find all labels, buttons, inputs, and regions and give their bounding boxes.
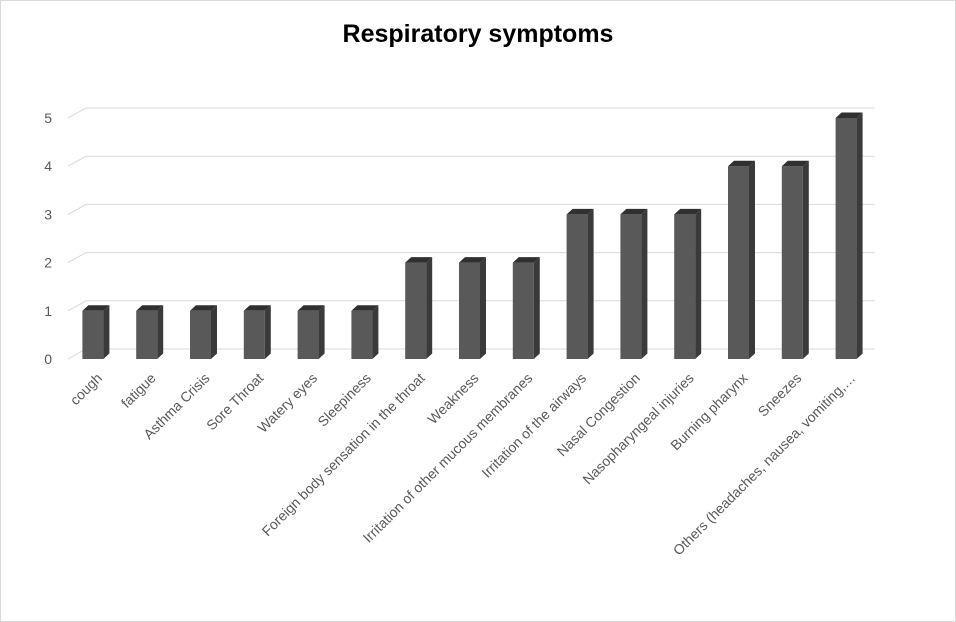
bar-front [297, 310, 319, 359]
bar-top [82, 305, 110, 311]
bar-side [695, 208, 702, 359]
bar-side [533, 257, 540, 359]
bar-side [641, 208, 648, 359]
bar-side [157, 305, 164, 359]
bar-front [728, 166, 749, 359]
bar-top [297, 305, 325, 311]
bar-front [674, 214, 696, 359]
bar [190, 305, 217, 359]
bar [674, 208, 702, 359]
bar-side [318, 305, 325, 359]
gridline [67, 300, 875, 312]
bar-top [136, 305, 164, 311]
bar-front [459, 262, 480, 359]
bar-front [781, 166, 803, 359]
bar-top [835, 112, 863, 118]
bar-top [620, 208, 648, 215]
x-tick-label: cough [67, 370, 105, 408]
bar [728, 160, 755, 359]
gridline [67, 252, 875, 264]
bar-side [211, 305, 217, 359]
y-tick-label: 3 [44, 206, 52, 222]
y-tick-label: 4 [44, 158, 52, 174]
bar-top [728, 160, 755, 167]
y-tick-label: 5 [44, 110, 52, 126]
bar-front [620, 214, 642, 359]
y-axis: 0 1 2 3 4 5 [44, 110, 52, 367]
bar-top [243, 305, 271, 311]
bar [459, 257, 486, 359]
bar-front [405, 262, 427, 359]
x-tick-label: Irritation of the airways [478, 370, 589, 481]
bars [82, 112, 863, 359]
gridline [67, 155, 875, 167]
bar-side [856, 112, 863, 359]
bar-front [136, 310, 158, 359]
x-tick-label: Weakness [424, 370, 481, 427]
bar-side [372, 305, 379, 359]
bar [82, 305, 110, 359]
bar [781, 160, 809, 359]
bar-front [243, 310, 265, 359]
bar [136, 305, 164, 359]
bar [351, 305, 379, 359]
bar-front [82, 310, 104, 359]
x-tick-label: fatigue [118, 370, 159, 411]
bar-front [190, 310, 211, 359]
bar [835, 112, 863, 359]
bar-front [512, 262, 534, 359]
bar-top [674, 208, 702, 215]
bar-top [190, 305, 217, 311]
bar [512, 257, 540, 359]
bar [297, 305, 325, 359]
y-tick-label: 0 [44, 351, 52, 367]
bar [620, 208, 648, 359]
gridline [67, 107, 875, 119]
gridline [67, 203, 875, 215]
bar [566, 208, 594, 359]
bar-side [480, 257, 486, 359]
grid-layer [67, 107, 875, 360]
bar-top [781, 160, 809, 167]
bar-top [351, 305, 379, 311]
bar-front [566, 214, 588, 359]
bar-side [802, 160, 809, 359]
bar-side [587, 208, 594, 359]
bar-front [835, 118, 857, 359]
y-tick-label: 1 [44, 303, 52, 319]
bar [405, 257, 433, 359]
bar-side [749, 160, 755, 359]
bar-front [351, 310, 373, 359]
bar-top [405, 257, 433, 263]
y-tick-label: 2 [44, 255, 52, 271]
bar-top [512, 257, 540, 263]
bar-top [459, 257, 486, 263]
bar-top [566, 208, 594, 215]
bar-side [426, 257, 433, 359]
bar-side [264, 305, 271, 359]
bar-side [103, 305, 110, 359]
chart-title: Respiratory symptoms [342, 20, 614, 48]
x-tick-label: Sneezes [755, 370, 805, 420]
bar [243, 305, 271, 359]
